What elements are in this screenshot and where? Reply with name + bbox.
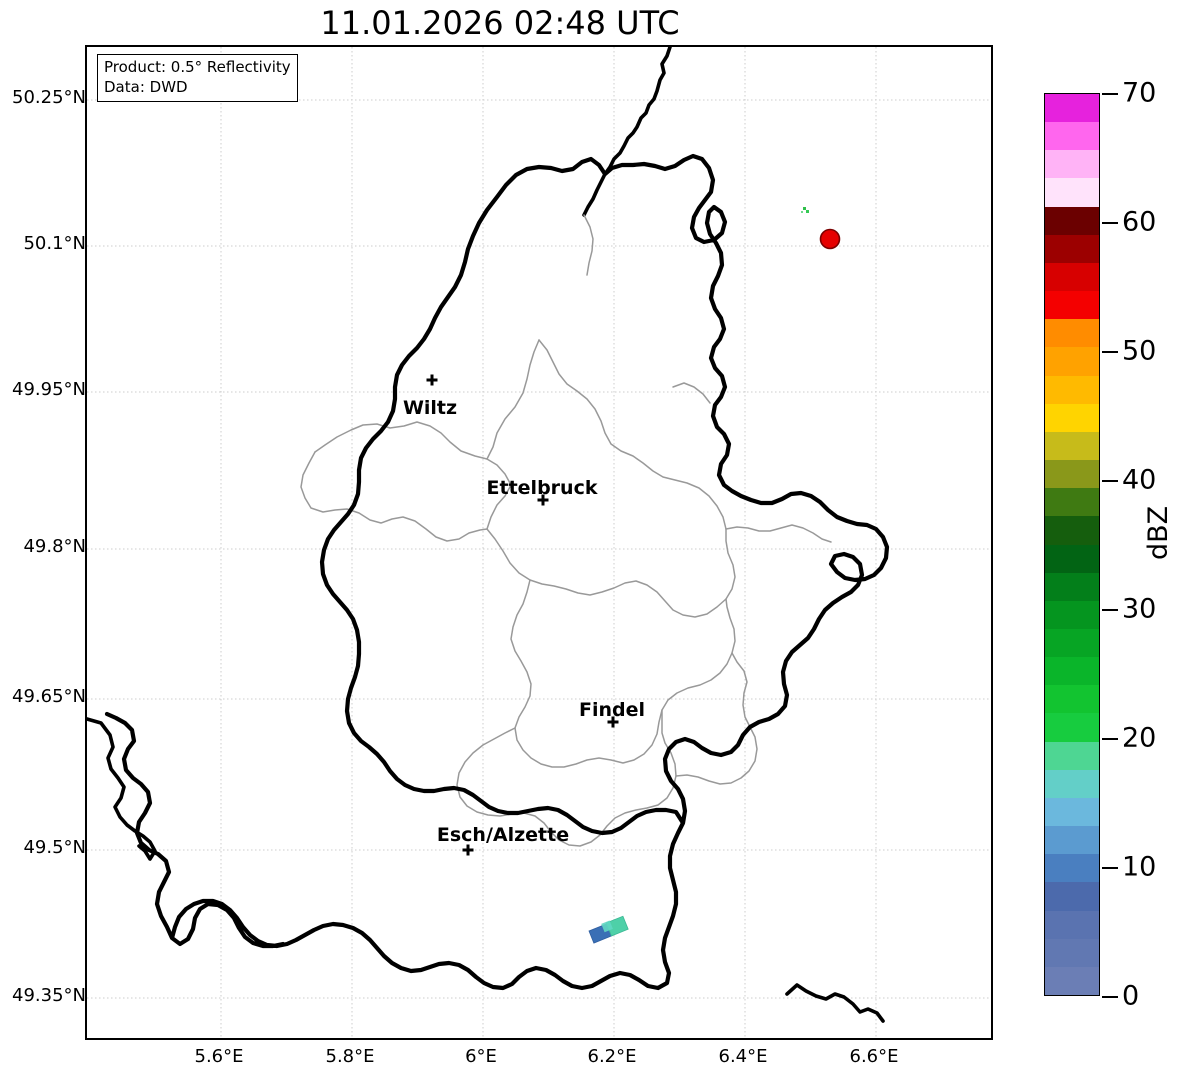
colorbar-band-42.5 (1045, 488, 1099, 517)
colorbar-band-70 (1045, 178, 1099, 207)
cblabel-50: 50 (1122, 335, 1157, 367)
colorbar-band-45 (1045, 460, 1099, 489)
cblabel-10: 10 (1122, 851, 1157, 883)
echo-south (588, 915, 629, 944)
colorbar[interactable] (1044, 93, 1100, 996)
info-product-line: Product: 0.5° Reflectivity (104, 58, 291, 76)
city-marker-wiltz (426, 374, 438, 386)
x-tick-5-8: 5.8°E (325, 1046, 375, 1067)
colorbar-band-12.5 (1045, 826, 1099, 855)
city-label-esch-alzette: Esch/Alzette (436, 824, 570, 846)
colorbar-band-5 (1045, 910, 1099, 939)
map-gridlines (87, 47, 991, 1038)
colorbar-band-22.5 (1045, 713, 1099, 742)
colorbar-band-55 (1045, 347, 1099, 376)
city-marker-findel (607, 716, 619, 728)
x-tick-5-6: 5.6°E (194, 1046, 244, 1067)
page-title: 11.01.2026 02:48 UTC (320, 4, 680, 42)
colorbar-band-35 (1045, 572, 1099, 601)
cbtick-20 (1102, 738, 1118, 740)
cbtick-50 (1102, 351, 1118, 353)
cblabel-0: 0 (1122, 980, 1140, 1012)
cbtick-30 (1102, 609, 1118, 611)
colorbar-band-65 (1045, 234, 1099, 263)
y-tick-label: 50.25°N (12, 87, 86, 108)
info-data-line: Data: DWD (104, 77, 188, 96)
colorbar-band-57.5 (1045, 319, 1099, 348)
colorbar-band-67.5 (1045, 206, 1099, 235)
map-canvas (87, 47, 991, 1038)
colorbar-band-32.5 (1045, 600, 1099, 629)
cblabel-40: 40 (1122, 464, 1157, 496)
colorbar-band-2.5 (1045, 938, 1099, 967)
cbtick-40 (1102, 480, 1118, 482)
colorbar-band-75 (1045, 122, 1099, 151)
y-tick-label: 49.5°N (23, 837, 86, 858)
colorbar-band-30 (1045, 628, 1099, 658)
cbtick-10 (1102, 867, 1118, 869)
colorbar-title: dBZ (1143, 505, 1174, 560)
cblabel-20: 20 (1122, 722, 1157, 754)
city-label-wiltz: Wiltz (402, 397, 458, 419)
map-plot-area[interactable]: Product: 0.5° Reflectivity Data: DWD Wil… (85, 45, 993, 1040)
echo-north-green-speck (801, 207, 809, 213)
colorbar-band-37.5 (1045, 544, 1099, 573)
colorbar-band-15 (1045, 797, 1099, 827)
city-marker-ettelbruck (537, 494, 549, 506)
colorbar-band-27.5 (1045, 657, 1099, 686)
x-tick-6-2: 6.2°E (587, 1046, 637, 1067)
cbtick-70 (1102, 93, 1118, 95)
luxembourg-border (104, 153, 890, 991)
colorbar-band-47.5 (1045, 431, 1099, 461)
city-marker-esch-alzette (462, 844, 474, 856)
colorbar-band-40 (1045, 516, 1099, 545)
colorbar-band-10 (1045, 854, 1099, 883)
colorbar-band-20 (1045, 741, 1099, 770)
cblabel-30: 30 (1122, 593, 1157, 625)
y-tick-label: 49.35°N (12, 985, 86, 1006)
info-box: Product: 0.5° Reflectivity Data: DWD (97, 54, 298, 102)
city-label-findel: Findel (578, 699, 646, 721)
y-tick-label: 49.65°N (12, 686, 86, 707)
colorbar-band-77.5 (1045, 94, 1099, 123)
cblabel-60: 60 (1122, 206, 1157, 238)
y-tick-label: 49.95°N (12, 379, 86, 400)
colorbar-band-50 (1045, 403, 1099, 432)
y-tick-label: 50.1°N (23, 233, 86, 254)
colorbar-band-60 (1045, 291, 1099, 320)
cbtick-0 (1102, 996, 1118, 998)
colorbar-band-52.5 (1045, 375, 1099, 404)
neighbour-border-lines (87, 47, 885, 1023)
colorbar-band-7.5 (1045, 882, 1099, 911)
city-label-ettelbruck: Ettelbruck (486, 477, 598, 499)
colorbar-band-25 (1045, 685, 1099, 714)
cbtick-60 (1102, 222, 1118, 224)
colorbar-band-72.5 (1045, 150, 1099, 179)
cblabel-70: 70 (1122, 77, 1157, 109)
colorbar-band-62.5 (1045, 262, 1099, 292)
echo-south-cyan (601, 920, 613, 933)
colorbar-band-0 (1045, 966, 1099, 995)
colorbar-band-17.5 (1045, 769, 1099, 798)
echo-north-red (819, 228, 841, 250)
x-tick-6-6: 6.6°E (849, 1046, 899, 1067)
x-tick-6-4: 6.4°E (718, 1046, 768, 1067)
x-tick-6-0: 6°E (465, 1046, 497, 1067)
internal-boundaries (300, 214, 832, 847)
y-tick-label: 49.8°N (23, 536, 86, 557)
